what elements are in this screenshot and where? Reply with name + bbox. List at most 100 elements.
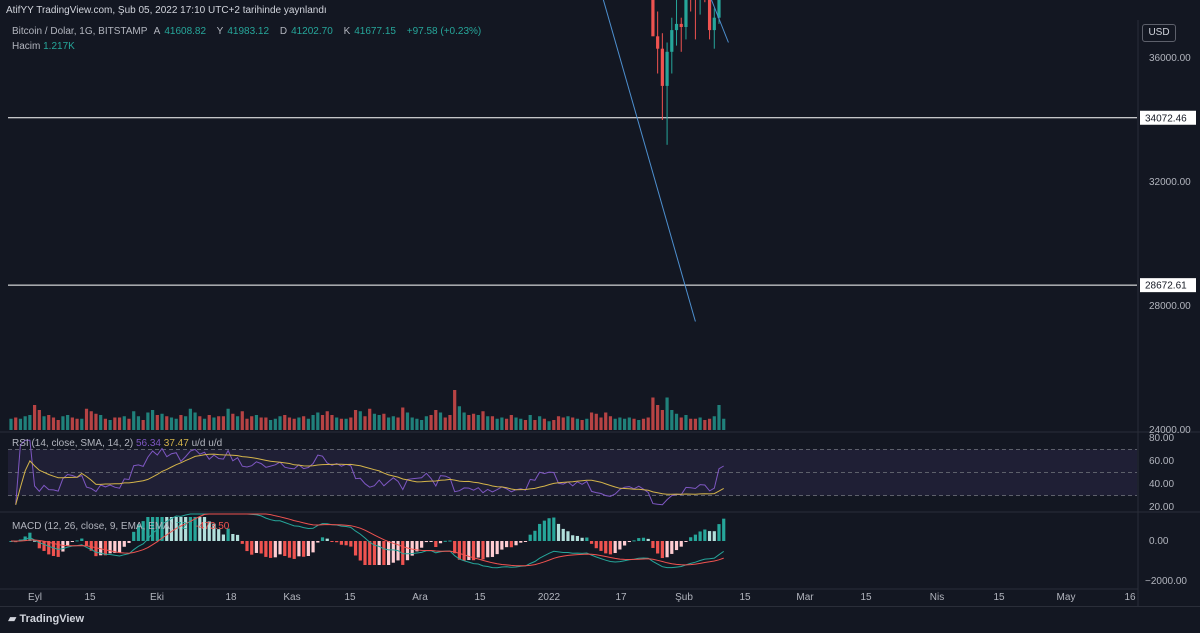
candle-body [674,23,679,31]
volume-bar [330,415,334,430]
volume-bar [505,418,509,430]
macd-histogram-bar [127,541,131,543]
volume-bar [448,415,452,430]
volume-bar [523,420,528,430]
rsi-tick-label: 80.00 [1149,433,1174,444]
volume-bar [599,417,603,430]
volume-bar [443,417,447,430]
macd-histogram-bar [160,517,164,541]
macd-histogram-bar [42,541,46,551]
volume-bar [387,417,391,430]
ohlc-close: K 41677.15 [343,26,396,37]
volume-bar [514,417,518,430]
macd-histogram-bar [471,541,476,561]
macd-histogram-bar [179,517,183,541]
footer-bar [0,606,1200,633]
volume-bar [136,416,141,430]
volume-bar [273,418,277,430]
macd-histogram-bar [500,541,504,550]
time-tick-label: Nis [930,592,944,603]
volume-bar [500,417,504,430]
volume-bar [693,418,697,430]
candle-body [660,48,664,86]
macd-histogram-bar [358,541,362,561]
macd-histogram-bar [75,540,79,542]
macd-histogram-bar [51,541,56,556]
rsi-name: RSI (14, close, SMA, 14, 2) [12,438,134,449]
candle-body [656,36,660,49]
macd-histogram-bar [556,523,561,541]
macd-histogram-bar [339,541,343,545]
volume-bar [556,416,561,430]
macd-histogram-bar [202,517,207,541]
trend-line-lower [602,0,696,322]
macd-histogram-bar [443,540,447,542]
volume-bar [679,417,683,430]
macd-histogram-bar [132,531,136,541]
macd-histogram-bar [70,541,74,542]
time-tick-label: 18 [225,592,237,603]
volume-bar [245,418,249,430]
chart-canvas[interactable]: 24000.0028000.0032000.0036000.0052523.27… [0,0,1200,606]
level-tag [1140,110,1196,125]
macd-histogram-bar [349,541,353,547]
volume-bar [490,416,495,430]
volume-bar [278,416,282,430]
volume-bar [613,418,617,430]
volume-bar [424,416,428,430]
volume-bar [585,418,589,430]
volume-bar [316,412,320,430]
macd-histogram-bar [259,541,263,554]
volume-bar [259,417,263,430]
volume-bar [382,413,386,430]
macd-histogram-bar [509,541,513,548]
volume-bar [160,413,164,430]
volume-bar [155,415,159,430]
volume-bar [703,420,707,430]
volume-bar [217,416,221,430]
macd-signal-line [10,513,724,567]
volume-bar [235,416,240,430]
time-tick-label: 15 [344,592,356,603]
macd-histogram-bar [547,518,551,541]
macd-histogram-bar [566,531,570,541]
volume-bar [250,416,254,430]
macd-legend: MACD (12, 26, close, 9, EMA, EMA) 727 -4… [12,521,229,532]
volume-bar [108,420,112,430]
candle-body [665,51,669,86]
macd-tick-label: 0.00 [1149,536,1169,547]
volume-bar [405,412,410,430]
macd-histogram-bar [387,541,391,565]
rsi-legend: RSI (14, close, SMA, 14, 2) 56.34 37.47 … [12,438,222,449]
macd-histogram-bar [292,541,296,559]
macd-histogram-bar [656,541,660,554]
macd-histogram-bar [61,541,65,552]
macd-histogram-bar [316,541,320,543]
macd-histogram-bar [415,541,419,552]
macd-histogram-bar [33,540,37,542]
macd-histogram-bar [594,541,598,549]
volume-bar [113,417,117,430]
macd-histogram-bar [623,541,627,546]
macd-histogram-bar [434,541,438,548]
macd-histogram-bar [689,537,693,541]
volume-bar [528,415,532,430]
symbol-legend: Bitcoin / Dolar, 1G, BITSTAMP A 41608.82 … [12,26,485,37]
macd-histogram-bar [217,529,221,541]
macd-histogram-bar [198,517,202,541]
macd-histogram-bar [372,541,377,565]
price-tick-label: 28000.00 [1149,301,1191,312]
time-tick-label: 17 [615,592,627,603]
macd-histogram-bar [604,541,608,554]
volume-bar [127,418,131,430]
volume-legend: Hacim 1.217K [12,41,75,52]
currency-badge[interactable]: USD [1142,24,1176,42]
volume-bar [372,413,377,430]
rsi-tick-label: 60.00 [1149,456,1174,467]
volume-bar [707,418,712,430]
tradingview-logo[interactable]: ▰ TradingView [8,613,85,625]
ohlc-high: Y 41983.12 [216,26,270,37]
time-tick-label: 15 [474,592,486,603]
volume-bar [254,415,259,430]
macd-histogram-bar [353,541,358,556]
